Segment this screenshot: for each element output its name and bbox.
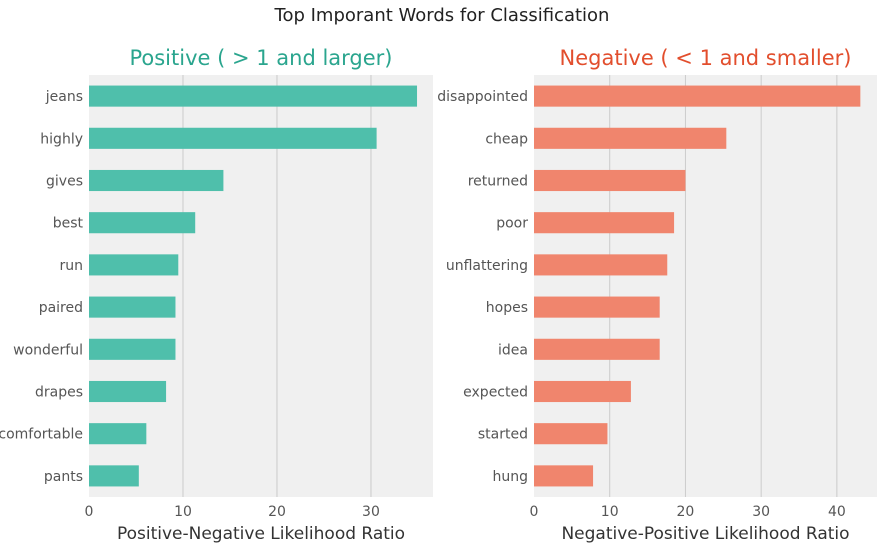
positive-chart-title: Positive ( > 1 and larger) [129, 46, 392, 70]
negative-x-tick-label: 0 [530, 504, 539, 520]
positive-x-tick-label: 20 [268, 504, 286, 520]
positive-y-tick-label: wonderful [13, 342, 83, 358]
positive-bar-highly [89, 127, 377, 149]
negative-bar-hung [534, 465, 594, 487]
negative-y-tick-label: cheap [485, 131, 528, 147]
positive-bar-best [89, 212, 196, 234]
positive-y-tick-label: run [59, 258, 83, 274]
positive-bar-run [89, 254, 179, 276]
positive-y-tick-label: jeans [45, 89, 83, 105]
negative-bar-hopes [534, 296, 660, 318]
negative-bar-idea [534, 338, 660, 360]
negative-bar-poor [534, 212, 675, 234]
negative-y-tick-label: returned [468, 174, 528, 190]
positive-x-tick-label: 30 [362, 504, 380, 520]
negative-y-tick-label: hung [492, 469, 528, 485]
negative-bar-disappointed [534, 85, 861, 107]
negative-chart-title: Negative ( < 1 and smaller) [560, 46, 852, 70]
negative-bar-returned [534, 169, 686, 192]
positive-x-axis-label: Positive-Negative Likelihood Ratio [117, 524, 405, 544]
positive-y-tick-label: highly [40, 131, 83, 147]
negative-x-tick-label: 10 [601, 504, 619, 520]
negative-y-tick-label: poor [496, 216, 528, 232]
negative-bar-started [534, 423, 608, 445]
negative-y-tick-label: started [478, 427, 528, 443]
positive-y-tick-label: pants [44, 469, 83, 485]
positive-x-tick-label: 0 [85, 504, 94, 520]
negative-chart: 0 10 20 30 40 disappointed cheap returned poor un… [437, 46, 877, 544]
figure-suptitle: Top Imporant Words for Classification [274, 5, 610, 26]
positive-y-tick-label: drapes [35, 385, 83, 401]
positive-bar-gives [89, 169, 224, 192]
positive-bar-pants [89, 465, 139, 487]
negative-y-tick-label: disappointed [437, 89, 528, 105]
positive-bar-comfortable [89, 423, 147, 445]
positive-y-tick-label: best [53, 216, 84, 232]
positive-x-tick-label: 10 [174, 504, 192, 520]
negative-y-tick-label: expected [463, 385, 528, 401]
positive-y-tick-label: gives [46, 174, 83, 190]
negative-y-tick-label: unflattering [446, 258, 528, 274]
negative-y-tick-label: hopes [486, 300, 528, 316]
negative-bar-expected [534, 380, 631, 403]
positive-bar-wonderful [89, 338, 176, 360]
positive-bar-paired [89, 296, 176, 318]
negative-bar-cheap [534, 127, 727, 149]
negative-x-tick-label: 40 [828, 504, 846, 520]
positive-chart: 0 10 20 30 jeans highly gives best run paired wond… [0, 46, 433, 544]
negative-x-tick-label: 20 [677, 504, 695, 520]
negative-bar-unflattering [534, 254, 668, 276]
negative-x-tick-label: 30 [752, 504, 770, 520]
positive-y-tick-label: paired [39, 300, 83, 316]
positive-bar-jeans [89, 85, 418, 107]
negative-y-tick-label: idea [498, 342, 528, 358]
negative-x-axis-label: Negative-Positive Likelihood Ratio [561, 524, 849, 544]
positive-y-tick-label: comfortable [0, 427, 83, 443]
positive-bar-drapes [89, 380, 167, 403]
